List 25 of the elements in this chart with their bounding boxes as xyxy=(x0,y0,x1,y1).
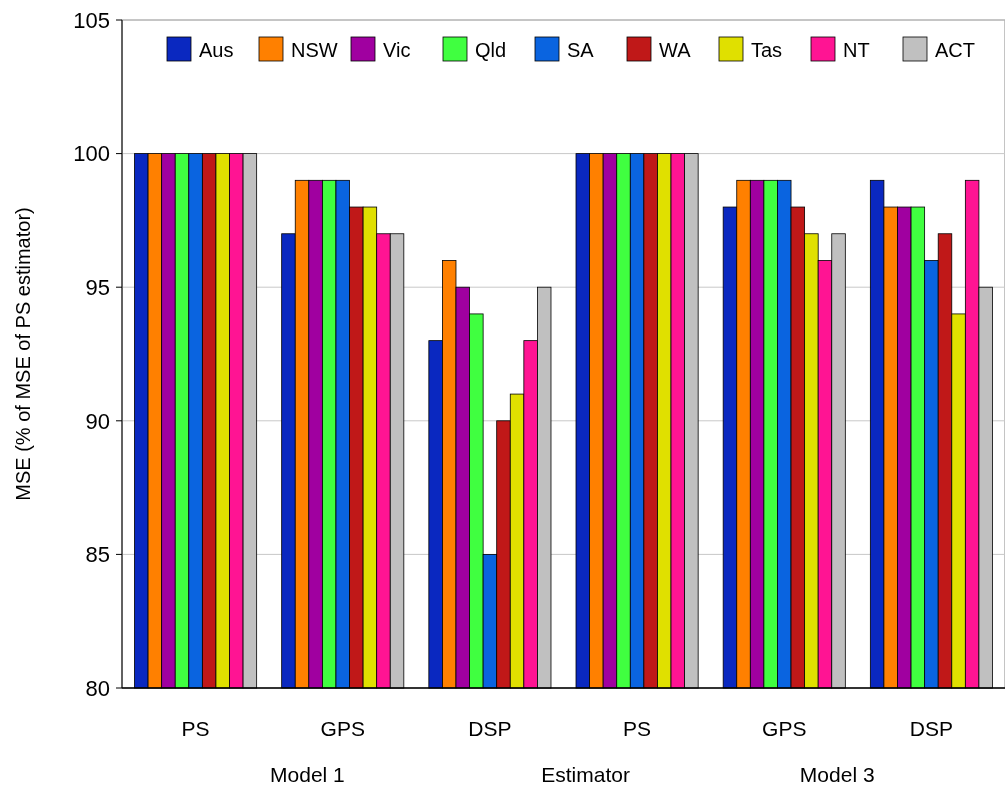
y-tick-label: 105 xyxy=(73,7,110,33)
x-tick-label: GPS xyxy=(320,717,365,740)
y-tick-label: 85 xyxy=(85,542,110,568)
x-tick-label: DSP xyxy=(909,717,954,740)
x-axis-title: Estimator xyxy=(541,763,630,786)
x-tick-label: DSP xyxy=(468,717,512,740)
y-tick-label: 80 xyxy=(85,675,110,701)
legend-label: Qld xyxy=(475,39,507,61)
legend-label: NSW xyxy=(291,39,338,61)
y-tick-label: 100 xyxy=(73,141,110,167)
legend-label: SA xyxy=(567,39,595,61)
x-tick-label: PS xyxy=(181,717,210,740)
text: Model 1 xyxy=(270,763,345,786)
y-axis-title: MSE (% of MSE of PS estimator) xyxy=(12,207,34,501)
x-tick-label: GPS xyxy=(762,717,807,740)
legend-label: Vic xyxy=(383,39,411,61)
y-tick-label: 95 xyxy=(85,274,110,300)
legend-label: WA xyxy=(659,39,692,61)
legend-label: Aus xyxy=(199,39,234,61)
text: Model 3 xyxy=(799,763,875,786)
legend-label: NT xyxy=(843,39,870,61)
legend-label: Tas xyxy=(751,39,783,61)
legend-label: ACT xyxy=(935,39,975,61)
x-tick-label: PS xyxy=(623,717,652,740)
y-tick-label: 90 xyxy=(85,408,110,434)
